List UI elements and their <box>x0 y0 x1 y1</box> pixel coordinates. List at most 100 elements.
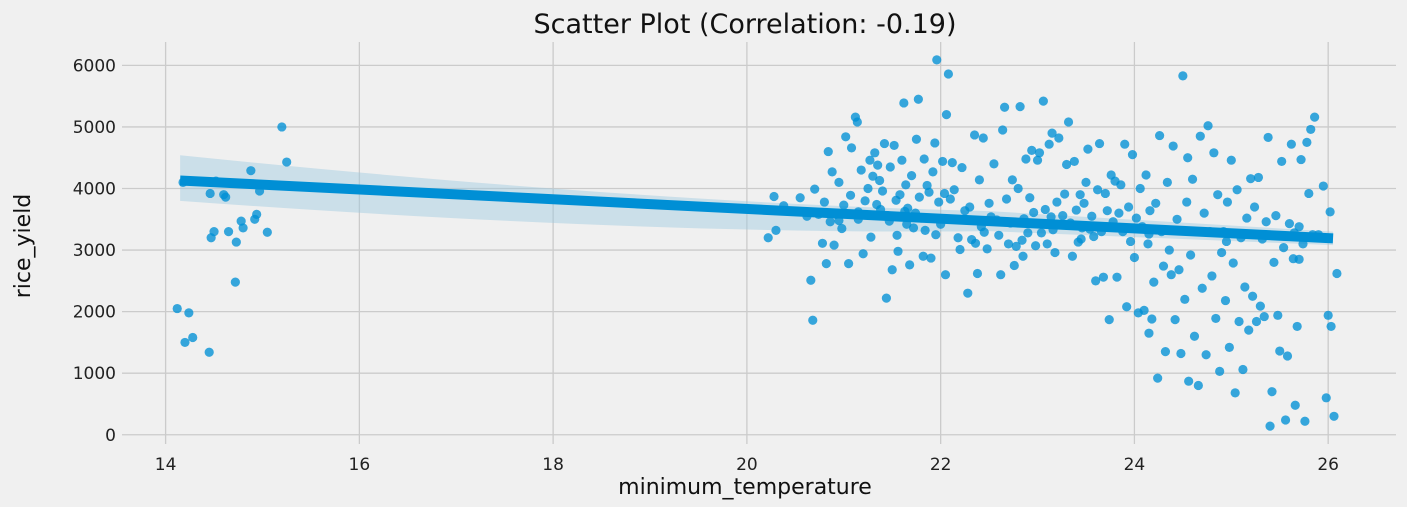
data-point <box>238 223 248 233</box>
data-point <box>1155 130 1165 141</box>
data-point <box>905 260 915 270</box>
data-point <box>931 230 941 240</box>
data-point <box>821 259 831 269</box>
data-point <box>1122 302 1132 312</box>
data-point <box>994 230 1004 240</box>
data-point <box>1273 310 1283 320</box>
data-point <box>1323 310 1333 320</box>
data-point <box>1017 235 1027 245</box>
data-point <box>1158 261 1169 271</box>
data-point <box>978 133 988 143</box>
data-point <box>1304 188 1314 199</box>
data-point <box>1251 316 1262 327</box>
data-point <box>1265 421 1275 431</box>
data-point <box>1197 283 1207 293</box>
data-point <box>1224 342 1234 352</box>
data-point <box>1015 102 1025 112</box>
data-point <box>1135 183 1145 194</box>
data-point <box>1234 316 1244 327</box>
data-point <box>897 155 907 165</box>
data-point <box>1318 181 1328 191</box>
data-point <box>1098 272 1109 282</box>
x-axis-title: minimum_temperature <box>618 475 872 500</box>
data-point <box>1321 393 1331 403</box>
data-point <box>1021 154 1031 164</box>
data-point <box>1164 245 1174 255</box>
data-point <box>1280 415 1291 425</box>
regression-line <box>179 175 1334 244</box>
data-point <box>1275 346 1285 356</box>
data-point <box>919 154 929 164</box>
data-point <box>1052 197 1062 207</box>
data-point <box>926 253 936 263</box>
data-point <box>1023 228 1033 238</box>
data-point <box>865 155 875 165</box>
y-tick-label: 6000 <box>73 56 116 76</box>
data-point <box>868 171 878 181</box>
data-point <box>1032 155 1043 165</box>
data-point <box>852 117 862 127</box>
data-point <box>1100 188 1110 199</box>
data-point <box>810 184 820 194</box>
data-point <box>209 227 219 237</box>
data-point <box>1201 350 1211 360</box>
data-point <box>806 275 816 285</box>
data-point <box>1310 112 1320 122</box>
data-point <box>982 244 992 254</box>
data-point <box>1176 348 1186 359</box>
data-point <box>1116 180 1126 190</box>
data-point <box>231 237 241 247</box>
data-point <box>1180 294 1190 304</box>
data-point <box>1259 311 1269 322</box>
data-point <box>943 69 954 79</box>
data-point <box>1207 271 1217 281</box>
data-point <box>856 165 866 175</box>
data-point <box>1112 272 1122 282</box>
data-point <box>893 246 903 256</box>
data-point <box>1030 241 1041 251</box>
data-point <box>1242 213 1252 223</box>
data-point <box>1178 71 1188 81</box>
data-point <box>877 186 888 196</box>
data-point <box>1011 241 1021 251</box>
data-point <box>889 140 899 151</box>
data-point <box>1153 373 1163 383</box>
data-point <box>1025 193 1035 203</box>
data-point <box>230 277 240 287</box>
data-point <box>829 240 839 250</box>
data-point <box>1232 185 1242 195</box>
data-point <box>1151 198 1161 208</box>
data-point <box>1195 131 1205 141</box>
data-point <box>1079 198 1089 208</box>
data-point <box>277 122 287 132</box>
data-point <box>1271 211 1281 221</box>
data-point <box>1044 139 1054 149</box>
data-point <box>934 197 944 207</box>
data-point <box>1221 236 1232 247</box>
data-point <box>1174 265 1184 275</box>
data-point <box>1067 251 1078 261</box>
data-point <box>827 167 837 177</box>
data-point <box>1071 205 1081 215</box>
data-point <box>892 230 902 240</box>
data-point <box>1230 388 1240 398</box>
data-point <box>1286 139 1296 149</box>
data-point <box>914 192 924 202</box>
data-point <box>1063 117 1074 127</box>
data-point <box>1215 366 1225 376</box>
data-point <box>924 187 934 197</box>
data-point <box>1036 228 1047 238</box>
data-point <box>901 180 911 190</box>
data-point <box>845 190 856 200</box>
x-tick-label: 22 <box>930 455 952 475</box>
data-point <box>970 238 981 248</box>
y-tick-label: 0 <box>105 426 116 446</box>
data-points <box>172 55 1342 431</box>
x-tick-label: 16 <box>349 455 371 475</box>
data-point <box>1007 175 1017 185</box>
data-point <box>887 265 897 275</box>
data-point <box>1127 150 1138 160</box>
data-point <box>1203 121 1213 131</box>
data-point <box>1144 328 1154 338</box>
data-point <box>984 198 994 208</box>
